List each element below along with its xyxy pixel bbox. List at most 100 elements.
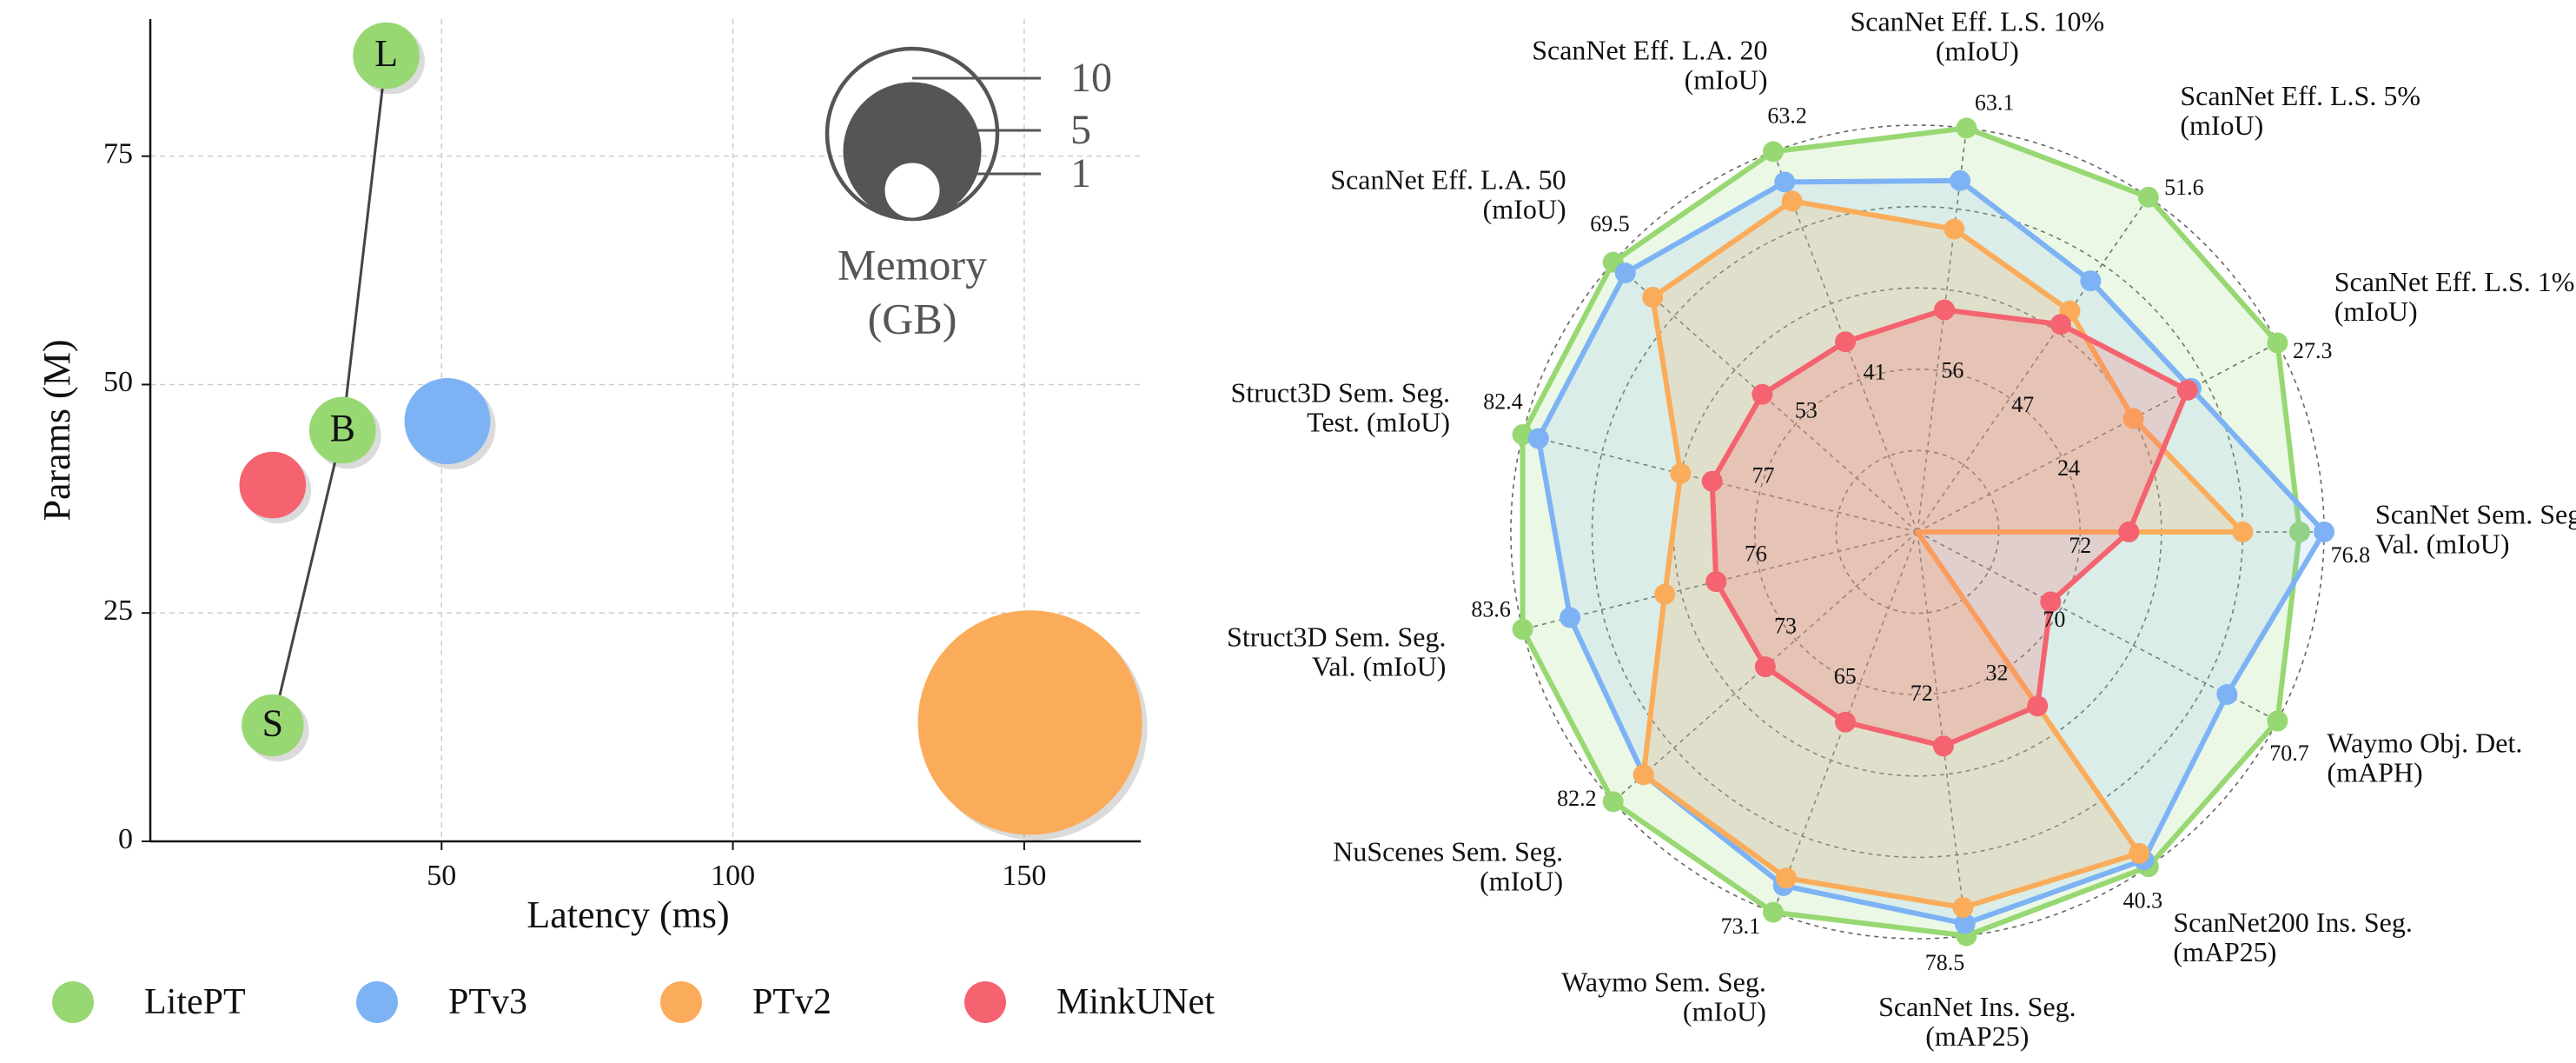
litept-b-bubble-label: B bbox=[330, 407, 355, 449]
radar-axis-max-label: 70.7 bbox=[2269, 741, 2309, 766]
radar-point-litept bbox=[2288, 522, 2310, 542]
scatter-y-tick-label: 75 bbox=[103, 137, 133, 169]
radar-axis-label-line: (mIoU) bbox=[1483, 194, 1566, 225]
scatter-x-tick-label: 100 bbox=[711, 860, 755, 892]
legend-item-ptv3: PTv3 bbox=[356, 981, 660, 1023]
radar-point-ptv2 bbox=[2122, 408, 2144, 429]
legend-item-ptv2: PTv2 bbox=[660, 981, 964, 1023]
legend-label-minkunet: MinkUNet bbox=[1056, 982, 1215, 1022]
radar-axis-max-label: 27.3 bbox=[2293, 338, 2333, 363]
radar-point-minkunet bbox=[1835, 711, 1857, 733]
radar-axis-label-line: ScanNet Eff. L.A. 20 bbox=[1532, 34, 1767, 65]
radar-point-ptv2 bbox=[1952, 897, 1974, 919]
legend-marker-ptv3 bbox=[356, 981, 398, 1023]
figure-legend: LitePT PTv3 PTv2 MinkUNet bbox=[52, 972, 1268, 1033]
radar-axis-label-line: (mAPH) bbox=[2327, 757, 2422, 788]
radar-ring bbox=[1835, 449, 2000, 615]
radar-point-minkunet bbox=[1932, 735, 1954, 757]
radar-point-ptv2 bbox=[1775, 867, 1797, 889]
radar-axis-label-line: ScanNet Ins. Seg. bbox=[1878, 991, 2076, 1022]
radar-axis-label-struct3d-sem-seg-val-miou: Struct3D Sem. Seg.Val. (mIoU) bbox=[1227, 621, 1446, 681]
radar-axis-label-waymo-obj-det-maph: Waymo Obj. Det.(mAPH) bbox=[2327, 727, 2522, 788]
radar-axis-label-line: (mIoU) bbox=[2180, 110, 2263, 141]
radar-area-litept bbox=[1522, 128, 2300, 936]
radar-axis-max-label: 51.6 bbox=[2164, 175, 2204, 200]
radar-point-minkunet bbox=[2027, 695, 2049, 717]
radar-point-ptv3 bbox=[1560, 607, 1581, 628]
litept-size-line bbox=[271, 55, 388, 726]
radar-area-minkunet bbox=[1712, 309, 2188, 747]
litept-l-bubble-label: L bbox=[374, 32, 398, 75]
radar-axis-label-line: Val. (mIoU) bbox=[2375, 528, 2510, 559]
radar-axis-max-label: 63.2 bbox=[1767, 103, 1807, 129]
radar-point-litept bbox=[2267, 710, 2288, 732]
radar-axis-min-label: 53 bbox=[1795, 397, 1818, 422]
radar-axis-min-label: 72 bbox=[2069, 533, 2091, 558]
radar-axis-label-scannet-eff-l-a-50-miou: ScanNet Eff. L.A. 50(mIoU) bbox=[1330, 164, 1566, 225]
radar-axis-label-line: ScanNet Sem. Seg. bbox=[2375, 498, 2576, 529]
scatter-y-axis-title: Params (M) bbox=[36, 340, 78, 522]
radar-axis-label-line: ScanNet Eff. L.S. 1% bbox=[2334, 266, 2575, 297]
radar-point-ptv2 bbox=[1670, 462, 1692, 484]
radar-axis-label-line: ScanNet200 Ins. Seg. bbox=[2173, 907, 2413, 938]
radar-axis-label-line: Test. (mIoU) bbox=[1307, 406, 1450, 437]
radar-axis-max-label: 76.8 bbox=[2331, 542, 2371, 568]
radar-axis-label-line: Val. (mIoU) bbox=[1312, 650, 1447, 681]
radar-axis-label-nuscenes-sem-seg-miou: NuScenes Sem. Seg.(mIoU) bbox=[1333, 835, 1563, 896]
memory-legend-unit: (GB) bbox=[868, 294, 957, 342]
radar-spoke bbox=[1917, 128, 1968, 533]
legend-label-ptv3: PTv3 bbox=[448, 982, 528, 1022]
radar-point-minkunet bbox=[1754, 656, 1776, 678]
radar-point-ptv2 bbox=[1632, 764, 1654, 786]
memory-value-label: 10 bbox=[1070, 55, 1112, 101]
radar-point-minkunet bbox=[2176, 379, 2198, 401]
radar-point-ptv3 bbox=[2080, 270, 2102, 292]
radar-axis-max-label: 63.1 bbox=[1975, 90, 2015, 116]
radar-axis-label-scannet-eff-l-s-5-miou: ScanNet Eff. L.S. 5%(mIoU) bbox=[2180, 80, 2420, 141]
radar-axis-label-line: (mAP25) bbox=[1925, 1020, 2029, 1052]
legend-marker-minkunet bbox=[964, 981, 1006, 1023]
radar-axis-min-label: 47 bbox=[2011, 392, 2034, 417]
radar-axis-label-line: Struct3D Sem. Seg. bbox=[1227, 621, 1446, 652]
radar-point-litept bbox=[1763, 901, 1785, 923]
radar-point-ptv3 bbox=[2314, 522, 2334, 542]
radar-axis-label-struct3d-sem-seg-test-miou: Struct3D Sem. Seg.Test. (mIoU) bbox=[1231, 376, 1450, 437]
radar-point-ptv2 bbox=[1654, 583, 1676, 605]
legend-marker-ptv2 bbox=[660, 981, 702, 1023]
scatter-x-tick-label: 150 bbox=[1002, 860, 1046, 892]
radar-point-minkunet bbox=[2050, 314, 2071, 336]
radar-point-minkunet bbox=[1835, 331, 1857, 353]
radar-line-litept bbox=[1520, 125, 2302, 939]
radar-axis-min-label: 73 bbox=[1774, 614, 1797, 639]
radar-point-litept bbox=[1956, 117, 1977, 139]
radar-axis-label-line: (mAP25) bbox=[2173, 936, 2276, 967]
litept-s-bubble-label: S bbox=[262, 702, 283, 745]
radar-point-minkunet bbox=[1705, 571, 1727, 593]
radar-axis-label-scannet200-ins-seg-map25: ScanNet200 Ins. Seg.(mAP25) bbox=[2173, 907, 2413, 967]
legend-item-litept: LitePT bbox=[52, 981, 356, 1023]
memory-circle-1gb bbox=[882, 160, 943, 221]
radar-point-minkunet bbox=[1934, 299, 1956, 321]
radar-point-ptv3 bbox=[1774, 171, 1796, 193]
radar-axis-label-line: Waymo Sem. Seg. bbox=[1561, 967, 1766, 998]
radar-point-litept bbox=[2137, 186, 2159, 208]
radar-point-litept bbox=[1512, 424, 1533, 446]
radar-line-ptv3 bbox=[1535, 177, 2327, 927]
radar-point-ptv2 bbox=[1642, 287, 1664, 309]
radar-axis-max-label: 82.4 bbox=[1483, 389, 1523, 415]
radar-axis-max-label: 73.1 bbox=[1721, 914, 1761, 939]
radar-point-minkunet bbox=[1752, 383, 1773, 405]
radar-point-minkunet bbox=[1701, 470, 1723, 492]
scatter-y-tick-label: 0 bbox=[118, 823, 133, 855]
radar-axis-label-scannet-eff-l-s-10-miou: ScanNet Eff. L.S. 10%(mIoU) bbox=[1850, 6, 2104, 67]
radar-axis-min-label: 76 bbox=[1745, 541, 1767, 566]
radar-point-litept bbox=[1763, 141, 1785, 163]
radar-spoke bbox=[1917, 531, 1968, 936]
scatter-y-tick-label: 25 bbox=[103, 595, 133, 627]
radar-point-litept bbox=[2267, 332, 2288, 354]
radar-point-minkunet bbox=[2040, 591, 2062, 613]
radar-point-ptv2 bbox=[2129, 842, 2150, 864]
radar-axis-label-line: (mIoU) bbox=[1683, 996, 1766, 1027]
ptv2-bubble bbox=[917, 610, 1142, 835]
memory-value-label: 5 bbox=[1070, 107, 1091, 153]
